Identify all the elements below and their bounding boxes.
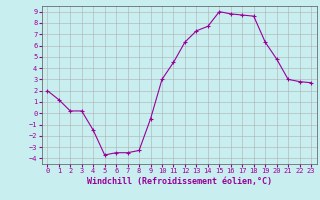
X-axis label: Windchill (Refroidissement éolien,°C): Windchill (Refroidissement éolien,°C) (87, 177, 272, 186)
